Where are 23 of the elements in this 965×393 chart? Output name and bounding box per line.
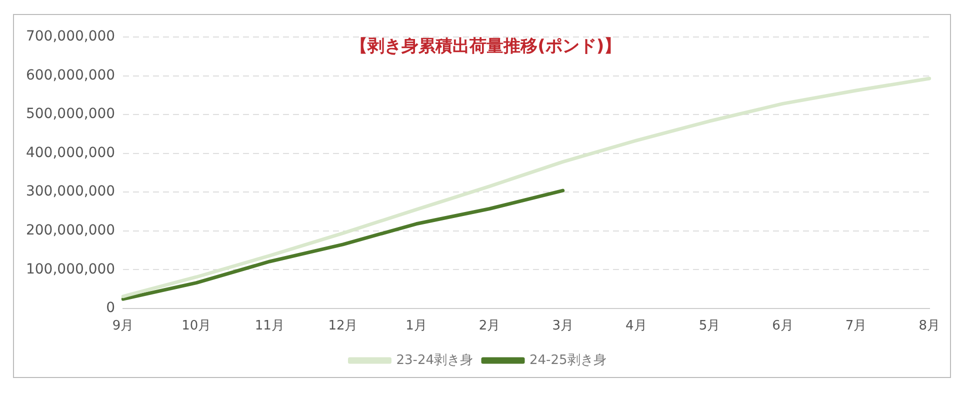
x-tick-label: 11月 — [254, 318, 284, 334]
x-tick-label: 2月 — [478, 318, 500, 334]
x-tick-label: 8月 — [918, 318, 940, 334]
y-tick-label: 500,000,000 — [26, 106, 116, 122]
y-tick-label: 400,000,000 — [26, 144, 116, 161]
y-tick-label: 200,000,000 — [26, 222, 116, 238]
legend-label: 23-24剥き身 — [396, 352, 474, 368]
x-tick-label: 12月 — [328, 318, 358, 334]
x-tick-label: 5月 — [698, 318, 720, 334]
x-tick-label: 6月 — [772, 318, 794, 334]
y-tick-label: 700,000,000 — [26, 28, 116, 45]
chart-title: 【剥き身累積出荷量推移(ポンド)】 — [350, 36, 622, 56]
x-tick-label: 9月 — [112, 318, 134, 334]
x-tick-label: 1月 — [406, 318, 427, 334]
legend-label: 24-25剥き身 — [530, 352, 606, 368]
x-tick-label: 10月 — [182, 318, 212, 334]
y-tick-label: 100,000,000 — [26, 261, 116, 278]
x-tick-label: 4月 — [626, 318, 647, 334]
y-tick-label: 300,000,000 — [26, 184, 116, 200]
y-tick-label: 0 — [106, 300, 116, 316]
y-tick-label: 600,000,000 — [26, 67, 116, 84]
x-tick-label: 3月 — [552, 318, 574, 334]
x-tick-label: 7月 — [845, 318, 867, 334]
